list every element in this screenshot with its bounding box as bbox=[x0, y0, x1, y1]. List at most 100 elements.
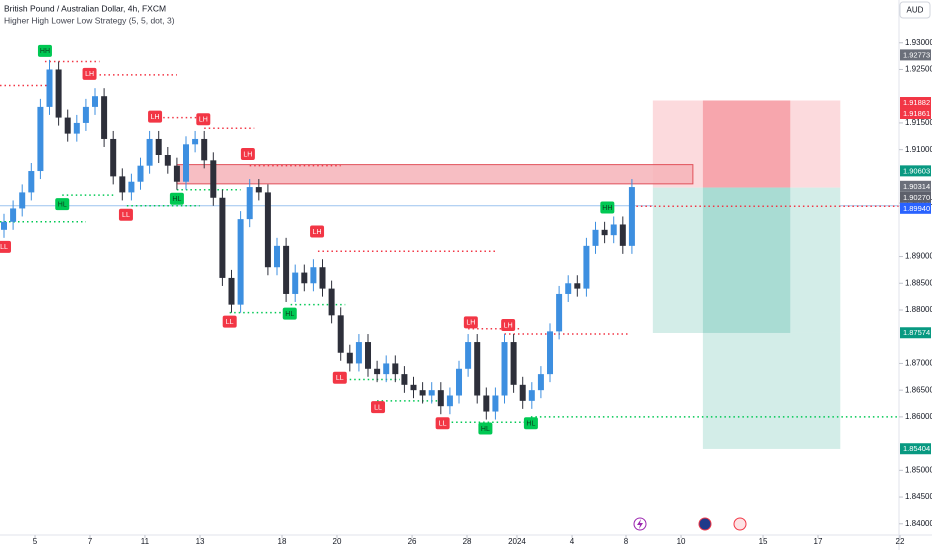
candle-body bbox=[201, 138, 208, 161]
price-label: 1.90603 bbox=[903, 166, 930, 175]
candle-body bbox=[437, 390, 444, 407]
event-icon[interactable] bbox=[733, 517, 747, 531]
candle-body bbox=[446, 395, 453, 407]
price-label: 1.87574 bbox=[903, 328, 930, 337]
candle-body bbox=[19, 192, 26, 209]
pivot-label: LH bbox=[243, 151, 252, 158]
candle-body bbox=[556, 293, 563, 332]
pivot-label: HH bbox=[40, 48, 50, 55]
zone bbox=[702, 332, 841, 449]
pivot-label: LL bbox=[226, 319, 234, 326]
x-tick-label: 13 bbox=[196, 537, 205, 546]
candle-body bbox=[565, 283, 572, 294]
price-label: 1.85404 bbox=[903, 444, 930, 453]
candle-body bbox=[319, 267, 326, 289]
candle-body bbox=[510, 342, 517, 385]
candle-body bbox=[210, 160, 217, 198]
candle-body bbox=[92, 96, 99, 107]
price-label-box bbox=[900, 202, 931, 214]
candle-body bbox=[237, 219, 244, 305]
pivot-marker bbox=[118, 208, 133, 221]
pivot-label: LH bbox=[313, 229, 322, 236]
price-label-box bbox=[900, 49, 931, 61]
y-tick-label: 1.84500 bbox=[905, 492, 932, 501]
pivot-label: LL bbox=[0, 244, 8, 251]
pivot-marker bbox=[310, 225, 325, 238]
x-tick-label: 22 bbox=[896, 537, 905, 546]
pivot-label: LL bbox=[374, 405, 382, 412]
x-tick-label: 8 bbox=[624, 537, 629, 546]
candle-body bbox=[10, 208, 17, 222]
candle-body bbox=[73, 122, 80, 134]
candle-body bbox=[173, 165, 180, 182]
candle-body bbox=[483, 395, 490, 412]
x-tick-label: 17 bbox=[814, 537, 823, 546]
candle-body bbox=[301, 272, 308, 284]
currency-button[interactable] bbox=[899, 1, 931, 19]
pivot-label: HL bbox=[526, 421, 535, 428]
candle-body bbox=[337, 315, 344, 353]
x-tick-label: 11 bbox=[141, 537, 150, 546]
candle-body bbox=[1, 221, 8, 230]
x-tick-label: 26 bbox=[408, 537, 417, 546]
candle-body bbox=[365, 342, 372, 369]
candle-body bbox=[537, 374, 544, 391]
pivot-label: HL bbox=[481, 426, 490, 433]
price-label-box bbox=[900, 327, 931, 339]
y-tick-label: 1.86000 bbox=[905, 412, 932, 421]
candle-body bbox=[474, 342, 481, 396]
pivot-marker bbox=[332, 371, 347, 384]
x-tick-label: 28 bbox=[463, 537, 472, 546]
candle-body bbox=[310, 267, 317, 284]
y-tick-label: 1.89000 bbox=[905, 252, 932, 261]
pivot-label: LH bbox=[466, 320, 475, 327]
candle-body bbox=[64, 117, 71, 134]
candle-body bbox=[55, 69, 62, 118]
candle-body bbox=[46, 69, 53, 107]
pivot-marker bbox=[523, 417, 538, 430]
event-icon[interactable] bbox=[698, 517, 712, 531]
pivot-marker bbox=[169, 192, 184, 205]
x-tick-label: 10 bbox=[677, 537, 686, 546]
pivot-marker bbox=[196, 113, 211, 126]
pivot-label: LH bbox=[504, 322, 513, 329]
candle-body bbox=[355, 342, 362, 364]
pivot-marker bbox=[435, 417, 450, 430]
candle-body bbox=[492, 395, 499, 412]
price-label-box bbox=[900, 108, 931, 120]
candle-body bbox=[583, 245, 590, 289]
y-tick-label: 1.91000 bbox=[905, 145, 932, 154]
candle-body bbox=[619, 224, 626, 246]
pivot-marker bbox=[0, 240, 12, 253]
x-tick-label: 5 bbox=[33, 537, 38, 546]
price-label-box bbox=[900, 191, 931, 203]
candle-body bbox=[383, 363, 390, 375]
candle-body bbox=[28, 171, 35, 193]
candle-body bbox=[392, 363, 399, 375]
candle-body bbox=[128, 181, 135, 193]
candle-body bbox=[192, 138, 199, 145]
pivot-label: LH bbox=[151, 114, 160, 121]
indicator-name: Higher High Lower Low Strategy (5, 5, do… bbox=[4, 15, 175, 25]
pivot-marker bbox=[463, 316, 478, 329]
candle-body bbox=[374, 368, 381, 375]
price-label: 1.89940 bbox=[903, 204, 930, 213]
pivot-marker bbox=[82, 67, 97, 80]
candle-body bbox=[146, 138, 153, 166]
y-tick-label: 1.84000 bbox=[905, 519, 932, 528]
pivot-marker bbox=[148, 110, 163, 123]
candle-body bbox=[610, 224, 617, 236]
price-label: 1.91861 bbox=[903, 109, 930, 118]
candle-body bbox=[219, 197, 226, 278]
currency-label[interactable]: AUD bbox=[907, 6, 924, 15]
pivot-label: LL bbox=[122, 212, 130, 219]
y-tick-label: 1.87000 bbox=[905, 359, 932, 368]
y-tick-label: 1.85000 bbox=[905, 465, 932, 474]
pivot-marker bbox=[37, 44, 52, 57]
candle-body bbox=[547, 331, 554, 375]
price-label-box bbox=[900, 97, 931, 109]
candle-body bbox=[283, 245, 290, 294]
pivot-label: LH bbox=[85, 71, 94, 78]
plot-area: HH LH LH LH LH LH LH LH HH LL HL LL HL LL HL LL LL LL HL HL bbox=[0, 44, 900, 449]
